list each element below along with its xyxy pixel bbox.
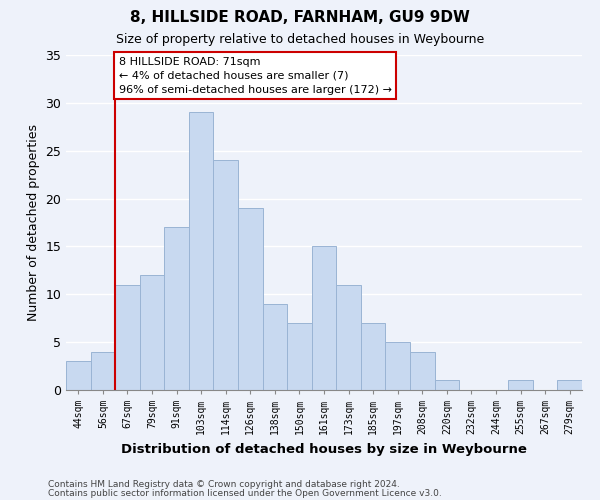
Text: 8, HILLSIDE ROAD, FARNHAM, GU9 9DW: 8, HILLSIDE ROAD, FARNHAM, GU9 9DW <box>130 10 470 25</box>
Bar <box>336 284 361 390</box>
Bar <box>287 323 312 390</box>
Bar <box>557 380 582 390</box>
Bar <box>312 246 336 390</box>
Bar <box>115 284 140 390</box>
Bar <box>140 275 164 390</box>
Bar <box>66 362 91 390</box>
Text: Size of property relative to detached houses in Weybourne: Size of property relative to detached ho… <box>116 32 484 46</box>
Text: Contains public sector information licensed under the Open Government Licence v3: Contains public sector information licen… <box>48 489 442 498</box>
Bar <box>385 342 410 390</box>
Bar <box>238 208 263 390</box>
Bar <box>263 304 287 390</box>
Bar <box>214 160 238 390</box>
Bar <box>164 228 189 390</box>
X-axis label: Distribution of detached houses by size in Weybourne: Distribution of detached houses by size … <box>121 442 527 456</box>
Text: Contains HM Land Registry data © Crown copyright and database right 2024.: Contains HM Land Registry data © Crown c… <box>48 480 400 489</box>
Bar <box>434 380 459 390</box>
Y-axis label: Number of detached properties: Number of detached properties <box>27 124 40 321</box>
Text: 8 HILLSIDE ROAD: 71sqm
← 4% of detached houses are smaller (7)
96% of semi-detac: 8 HILLSIDE ROAD: 71sqm ← 4% of detached … <box>119 57 392 95</box>
Bar <box>508 380 533 390</box>
Bar <box>410 352 434 390</box>
Bar <box>189 112 214 390</box>
Bar <box>91 352 115 390</box>
Bar <box>361 323 385 390</box>
